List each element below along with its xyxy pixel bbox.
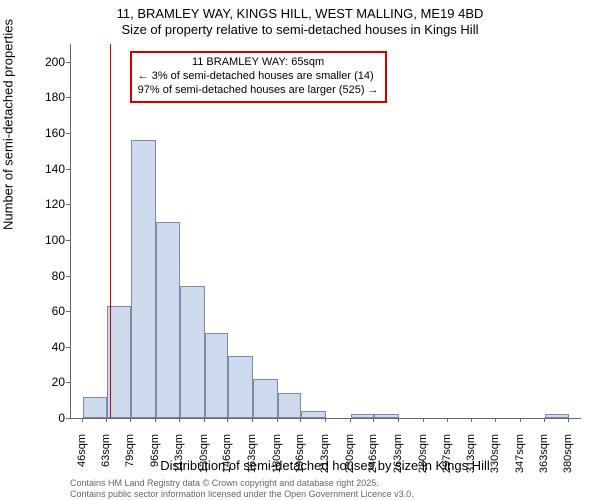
- histogram-bar: [205, 333, 228, 418]
- histogram-bar: [545, 414, 570, 418]
- y-tick-label: 140: [45, 162, 65, 176]
- reference-line: [110, 44, 111, 418]
- y-tick-mark: [66, 311, 70, 312]
- x-tick-mark: [277, 418, 278, 422]
- x-tick-mark: [423, 418, 424, 422]
- y-tick-label: 0: [58, 411, 65, 425]
- attribution-line2: Contains public sector information licen…: [70, 489, 414, 499]
- x-tick-mark: [82, 418, 83, 422]
- y-tick-mark: [66, 276, 70, 277]
- histogram-bar: [180, 286, 205, 418]
- x-tick-mark: [300, 418, 301, 422]
- histogram-bar: [131, 140, 156, 418]
- histogram-bar: [351, 414, 374, 418]
- histogram-bar: [228, 356, 253, 418]
- x-tick-mark: [325, 418, 326, 422]
- x-tick-mark: [350, 418, 351, 422]
- x-tick-mark: [544, 418, 545, 422]
- y-tick-label: 180: [45, 90, 65, 104]
- y-tick-mark: [66, 418, 70, 419]
- y-tick-label: 160: [45, 126, 65, 140]
- histogram-bar: [301, 411, 326, 418]
- histogram-bar: [374, 414, 399, 418]
- y-tick-label: 200: [45, 55, 65, 69]
- callout-line: ← 3% of semi-detached houses are smaller…: [138, 70, 379, 84]
- chart-container: 11, BRAMLEY WAY, KINGS HILL, WEST MALLIN…: [0, 0, 600, 500]
- y-tick-label: 40: [52, 340, 65, 354]
- y-tick-label: 20: [52, 375, 65, 389]
- histogram-bar: [156, 222, 181, 418]
- y-tick-mark: [66, 347, 70, 348]
- x-tick-mark: [447, 418, 448, 422]
- y-tick-mark: [66, 169, 70, 170]
- y-tick-mark: [66, 97, 70, 98]
- x-tick-mark: [179, 418, 180, 422]
- x-tick-mark: [373, 418, 374, 422]
- y-tick-label: 120: [45, 197, 65, 211]
- y-axis-label: Number of semi-detached properties: [1, 19, 16, 230]
- y-tick-mark: [66, 382, 70, 383]
- y-tick-mark: [66, 204, 70, 205]
- x-tick-mark: [155, 418, 156, 422]
- x-tick-mark: [227, 418, 228, 422]
- y-tick-mark: [66, 133, 70, 134]
- callout-box: 11 BRAMLEY WAY: 65sqm← 3% of semi-detach…: [130, 51, 387, 102]
- x-tick-mark: [252, 418, 253, 422]
- histogram-bar: [83, 397, 108, 418]
- y-tick-label: 60: [52, 304, 65, 318]
- x-tick-mark: [106, 418, 107, 422]
- x-tick-mark: [471, 418, 472, 422]
- y-tick-label: 100: [45, 233, 65, 247]
- callout-line: 11 BRAMLEY WAY: 65sqm: [138, 56, 379, 70]
- attribution-line1: Contains HM Land Registry data © Crown c…: [70, 478, 379, 488]
- chart-title-line2: Size of property relative to semi-detach…: [0, 22, 600, 37]
- y-tick-mark: [66, 62, 70, 63]
- x-axis-label: Distribution of semi-detached houses by …: [70, 458, 580, 473]
- x-tick-mark: [204, 418, 205, 422]
- x-tick-mark: [130, 418, 131, 422]
- histogram-bar: [253, 379, 278, 418]
- x-tick-mark: [398, 418, 399, 422]
- histogram-bar: [278, 393, 301, 418]
- callout-line: 97% of semi-detached houses are larger (…: [138, 84, 379, 98]
- x-tick-mark: [495, 418, 496, 422]
- x-tick-mark: [568, 418, 569, 422]
- y-tick-mark: [66, 240, 70, 241]
- chart-title-line1: 11, BRAMLEY WAY, KINGS HILL, WEST MALLIN…: [0, 6, 600, 21]
- y-tick-label: 80: [52, 269, 65, 283]
- x-tick-mark: [520, 418, 521, 422]
- plot-area: 11 BRAMLEY WAY: 65sqm← 3% of semi-detach…: [70, 44, 581, 419]
